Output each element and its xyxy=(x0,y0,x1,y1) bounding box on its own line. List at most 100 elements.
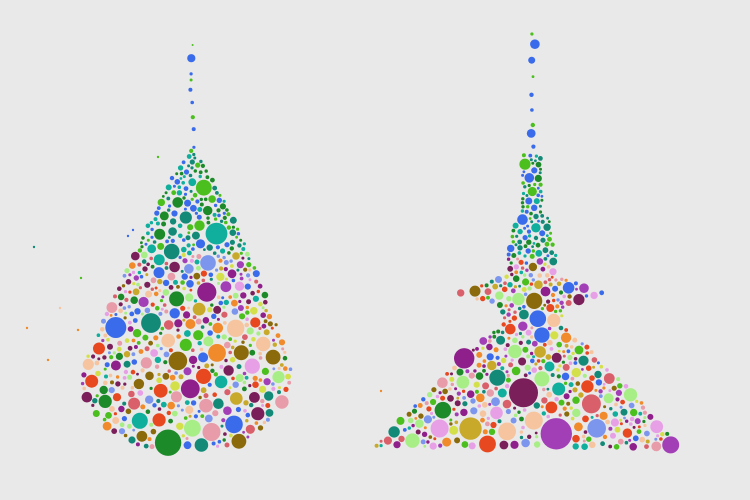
drop-bubble xyxy=(80,381,85,386)
drop-bubble xyxy=(123,290,128,294)
dress-bubble xyxy=(518,321,528,331)
dress-bubble xyxy=(510,417,517,424)
dress-bubble xyxy=(532,355,536,359)
dress-bubble xyxy=(574,345,584,355)
drop-bubble xyxy=(131,352,136,357)
drop-bubble xyxy=(242,430,246,434)
dress-bubble xyxy=(533,213,539,220)
drop-bubble xyxy=(118,302,123,307)
drop-bubble xyxy=(113,412,117,416)
dress-bubble xyxy=(581,368,584,371)
dress-bubble xyxy=(629,416,635,422)
drop-bubble xyxy=(221,418,226,423)
drop-bubble xyxy=(224,358,228,363)
dress-bubble xyxy=(430,411,434,415)
drop-bubble xyxy=(102,417,107,422)
drop-bubble xyxy=(133,378,145,390)
dress-bubble xyxy=(570,376,575,381)
drop-bubble xyxy=(186,280,194,288)
dress-bubble xyxy=(388,426,400,438)
drop-bubble xyxy=(192,315,197,320)
drop-bubble xyxy=(245,310,250,315)
drop-bubble xyxy=(191,364,195,368)
drop-bubble xyxy=(156,343,160,348)
drop-bubble xyxy=(272,371,285,384)
drop-bubble xyxy=(265,349,281,365)
drop-bubble xyxy=(169,374,176,381)
dress-bubble xyxy=(665,431,670,436)
drop-bubble xyxy=(240,292,247,299)
dress-bubble xyxy=(527,183,531,188)
dress-bubble xyxy=(520,266,525,270)
dress-bubble xyxy=(549,268,557,276)
dress-bubble xyxy=(507,244,515,253)
dress-bubble xyxy=(530,335,534,339)
dress-bubble xyxy=(407,417,414,424)
dress-bubble xyxy=(502,399,512,409)
drop-bubble xyxy=(155,305,160,311)
dress-shaped-bubble-cluster xyxy=(374,32,680,454)
drop-bubble xyxy=(138,296,149,308)
dress-bubble xyxy=(579,283,589,294)
drop-bubble xyxy=(246,299,252,305)
dress-bubble xyxy=(598,394,603,398)
drop-bubble xyxy=(178,374,184,380)
drop-bubble xyxy=(189,159,195,165)
drop-bubble xyxy=(197,282,217,302)
dress-bubble xyxy=(556,368,560,372)
drop-bubble xyxy=(285,373,291,380)
drop-bubble xyxy=(222,215,227,220)
drop-bubble xyxy=(242,371,247,376)
drop-bubble xyxy=(132,282,136,286)
drop-bubble xyxy=(184,419,201,437)
dress-bubble xyxy=(498,422,516,441)
drop-bubble xyxy=(231,433,247,449)
dress-bubble xyxy=(518,357,527,366)
drop-bubble xyxy=(146,231,150,236)
dress-bubble xyxy=(402,428,407,432)
dress-bubble xyxy=(625,419,629,423)
drop-bubble xyxy=(190,115,195,120)
dress-bubble xyxy=(398,435,405,443)
drop-bubble xyxy=(229,229,237,236)
drop-bubble xyxy=(227,251,231,255)
drop-bubble xyxy=(173,279,178,285)
drop-bubble xyxy=(195,239,206,249)
dress-bubble xyxy=(510,440,519,449)
dress-bubble xyxy=(519,430,524,434)
drop-bubble xyxy=(193,272,201,280)
drop-bubble xyxy=(137,262,142,267)
drop-bubble xyxy=(159,347,163,351)
drop-bubble xyxy=(199,347,204,352)
drop-bubble xyxy=(195,179,212,196)
drop-bubble xyxy=(182,175,186,179)
drop-bubble xyxy=(122,273,127,278)
dress-bubble xyxy=(561,372,570,381)
dress-bubble xyxy=(598,389,603,394)
drop-bubble xyxy=(185,405,194,414)
dress-bubble xyxy=(543,280,548,285)
drop-bubble xyxy=(164,261,169,266)
dress-bubble xyxy=(558,325,564,331)
drop-bubble xyxy=(148,340,154,346)
drop-bubble xyxy=(106,302,118,313)
dress-bubble xyxy=(536,193,540,198)
drop-bubble xyxy=(216,444,220,448)
dress-bubble xyxy=(564,328,569,332)
dress-bubble xyxy=(495,291,504,300)
dress-bubble xyxy=(479,337,488,345)
dress-bubble xyxy=(642,419,646,424)
dress-bubble xyxy=(547,220,551,224)
drop-bubble xyxy=(211,441,216,446)
dress-bubble xyxy=(547,339,553,346)
drop-bubble xyxy=(212,410,219,417)
drop-bubble xyxy=(153,383,168,398)
drop-bubble xyxy=(212,392,217,398)
drop-bubble xyxy=(149,422,154,427)
dress-bubble xyxy=(562,406,567,411)
drop-bubble xyxy=(147,437,152,442)
dress-bubble xyxy=(548,282,553,287)
dress-bubble xyxy=(615,397,620,402)
drop-bubble xyxy=(188,178,197,187)
drop-bubble xyxy=(97,357,101,361)
